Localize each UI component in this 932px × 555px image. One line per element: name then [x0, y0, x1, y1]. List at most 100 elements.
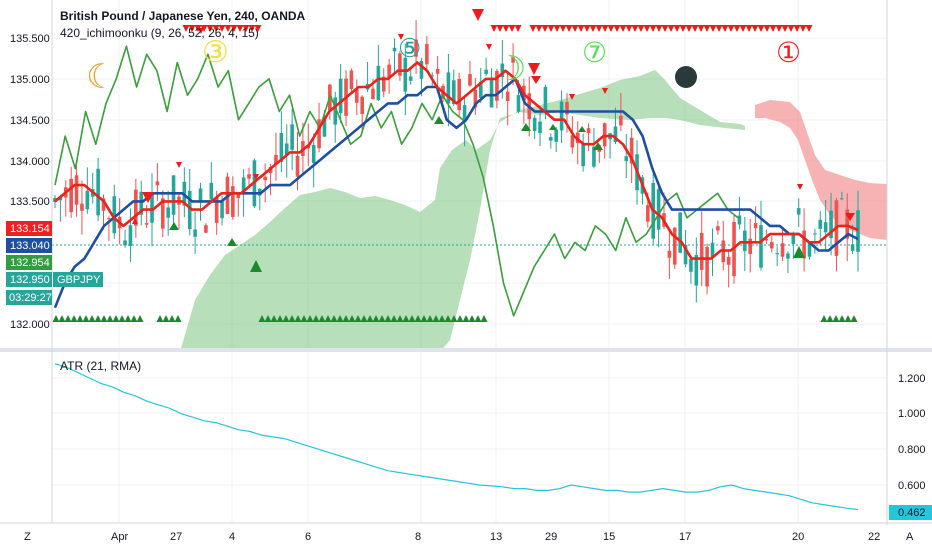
candle-body	[144, 223, 149, 225]
candle-body	[452, 80, 456, 104]
bottom-marker	[276, 315, 284, 322]
candle-body	[753, 223, 758, 229]
candle-body	[581, 143, 585, 167]
top-marker	[703, 25, 711, 32]
bottom-marker	[444, 315, 452, 322]
candle-body	[764, 238, 769, 241]
candle-body	[856, 210, 860, 252]
top-marker	[649, 25, 657, 32]
candle-body	[532, 117, 537, 132]
candle-body	[403, 57, 408, 92]
candle-body	[198, 188, 203, 201]
atr-current-badge	[889, 505, 932, 520]
top-marker	[595, 25, 603, 32]
candle-body	[646, 205, 650, 222]
indicator-label: 420_ichimoonku (9, 26, 52, 26, 4, 15)	[60, 26, 259, 40]
top-marker	[230, 25, 238, 32]
top-marker	[655, 25, 663, 32]
candle-body	[435, 68, 440, 74]
top-marker	[625, 25, 633, 32]
top-marker	[577, 25, 585, 32]
chart-legend[interactable]: British Pound / Japanese Yen, 240, OANDA…	[60, 9, 306, 373]
countdown-badge	[6, 290, 52, 305]
candle-body	[123, 240, 127, 246]
top-marker	[583, 25, 591, 32]
candle-body	[667, 250, 672, 258]
price-axis[interactable]: 135.500 135.000 134.500 134.000 133.500 …	[10, 33, 50, 331]
countdown-text: 03:29:27	[9, 292, 52, 304]
bottom-marker	[288, 315, 296, 322]
candle-body	[107, 218, 111, 220]
atr-line	[54, 363, 859, 511]
bottom-marker	[136, 315, 144, 322]
candle-body	[322, 117, 327, 137]
bottom-marker	[162, 315, 170, 322]
candle-body	[592, 146, 596, 167]
time-label: 22	[868, 531, 880, 543]
candle-body	[710, 242, 715, 258]
candle-body	[290, 124, 294, 150]
bottom-marker	[420, 315, 428, 322]
time-axis[interactable]: Apr 4 6 8 13 15 17 20 22	[111, 531, 880, 543]
auto-scale-icon[interactable]: A	[906, 531, 914, 543]
candle-body	[284, 143, 289, 156]
bottom-marker	[112, 315, 120, 322]
top-marker	[559, 25, 567, 32]
candle-body	[705, 246, 709, 287]
candle-body	[495, 70, 499, 101]
top-marker	[242, 25, 250, 32]
bottom-marker	[414, 315, 422, 322]
candle-body	[619, 115, 623, 126]
atr-axis[interactable]: 1.200 1.000 0.800 0.600 0.462	[889, 373, 932, 520]
bottom-marker	[168, 315, 176, 322]
top-marker	[248, 25, 256, 32]
candle-body	[538, 121, 542, 134]
candle-body	[699, 232, 704, 270]
time-label: 4	[229, 531, 235, 543]
top-marker	[502, 25, 510, 32]
candle-body	[360, 96, 364, 115]
price-tick: 134.500	[10, 115, 50, 127]
top-marker	[194, 25, 202, 32]
candle-body	[392, 47, 397, 52]
candle-body	[166, 207, 170, 218]
price-tick: 135.500	[10, 33, 50, 45]
time-label: 29	[545, 531, 557, 543]
bottom-marker	[832, 315, 840, 322]
bottom-marker	[100, 315, 108, 322]
bottom-marker	[106, 315, 114, 322]
candle-body	[171, 175, 176, 215]
top-marker	[565, 25, 573, 32]
top-marker	[673, 25, 681, 32]
candle-body	[683, 244, 688, 265]
pane-separator[interactable]	[0, 348, 932, 352]
candle-body	[247, 174, 251, 179]
candle-body	[236, 194, 241, 199]
candle-body	[160, 198, 165, 229]
candle-body	[586, 128, 591, 134]
candle-body	[624, 156, 629, 162]
zoom-toggle-icon[interactable]: Z	[24, 531, 31, 543]
bottom-marker	[474, 315, 482, 322]
candle-body	[505, 91, 510, 101]
candle-body	[468, 74, 472, 86]
time-label: 13	[490, 531, 502, 543]
candle-body	[333, 97, 338, 125]
candle-body	[139, 191, 144, 215]
top-marker	[751, 25, 759, 32]
indicator-lines	[53, 45, 859, 317]
candle-body	[786, 253, 790, 259]
price-tick: 134.000	[10, 156, 50, 168]
top-marker	[589, 25, 597, 32]
candle-body	[829, 210, 833, 239]
kumo-cloud-bearish	[755, 100, 887, 240]
top-marker	[661, 25, 669, 32]
top-marker	[236, 25, 244, 32]
candle-body	[134, 189, 138, 226]
candle-body	[543, 86, 548, 111]
candle-body	[387, 64, 391, 79]
candle-body	[559, 101, 564, 131]
candle-body	[85, 190, 90, 210]
candle-body	[317, 119, 321, 149]
